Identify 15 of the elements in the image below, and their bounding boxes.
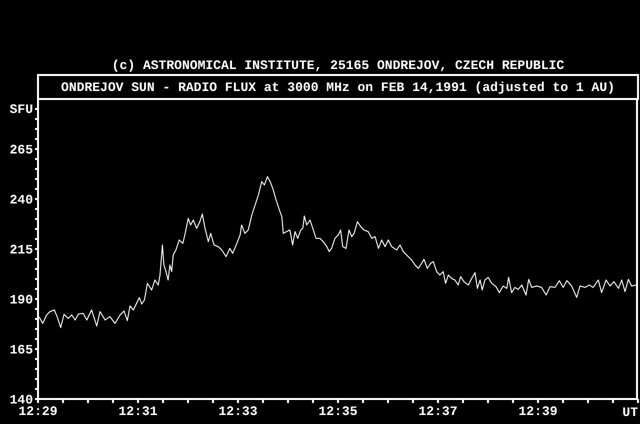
text: (c) ASTRONOMICAL INSTITUTE, 25165 ONDREJOV, CZECH REPUBLIC xyxy=(112,58,564,73)
x-tick-label: 12:37 xyxy=(418,404,458,420)
y-tick-label: 240 xyxy=(10,192,34,208)
x-tick-label: 12:39 xyxy=(518,404,558,420)
x-tick-label: 12:35 xyxy=(318,404,358,420)
x-tick-label: 12:29 xyxy=(18,404,58,420)
y-tick-label: 265 xyxy=(10,142,34,158)
y-tick-label: 215 xyxy=(10,242,34,258)
x-tick-label: 12:31 xyxy=(118,404,158,420)
y-axis-title: SFU xyxy=(10,102,33,117)
chart-title: ONDREJOV SUN - RADIO FLUX at 3000 MHz on FEB 14,1991 (adjusted to 1 AU) xyxy=(61,80,615,95)
y-tick-label: 190 xyxy=(10,292,34,308)
x-tick-label: 12:33 xyxy=(218,404,258,420)
x-axis-title: UT xyxy=(622,405,638,420)
y-tick-label: 165 xyxy=(10,342,34,358)
